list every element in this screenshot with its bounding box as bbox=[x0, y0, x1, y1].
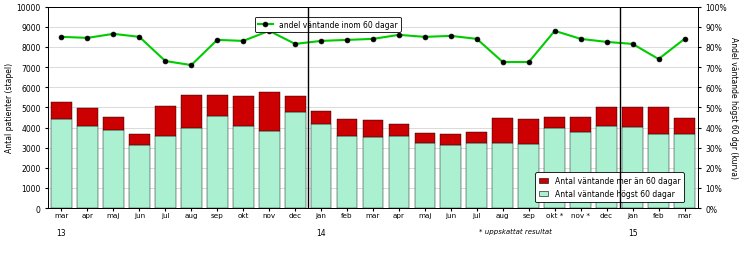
Bar bbox=[389, 136, 410, 208]
Bar bbox=[389, 125, 410, 136]
Bar bbox=[518, 144, 539, 208]
Y-axis label: Andel väntande högst 60 dgr (kurva): Andel väntande högst 60 dgr (kurva) bbox=[729, 37, 738, 179]
Bar bbox=[674, 119, 695, 134]
Bar bbox=[259, 131, 280, 208]
Bar bbox=[310, 125, 331, 208]
Bar bbox=[466, 143, 487, 208]
Bar bbox=[310, 112, 331, 125]
Bar bbox=[233, 97, 254, 126]
Bar bbox=[207, 117, 228, 208]
Bar bbox=[77, 109, 98, 126]
Bar bbox=[545, 128, 565, 208]
Bar bbox=[233, 126, 254, 208]
Bar bbox=[545, 118, 565, 128]
Bar bbox=[103, 130, 124, 208]
Bar bbox=[259, 93, 280, 131]
Text: 15: 15 bbox=[628, 228, 637, 237]
Text: * uppskattat resultat: * uppskattat resultat bbox=[480, 228, 552, 234]
Bar bbox=[570, 118, 591, 132]
Bar bbox=[622, 108, 643, 127]
Text: 14: 14 bbox=[316, 228, 326, 237]
Bar bbox=[181, 128, 201, 208]
Bar bbox=[155, 136, 176, 208]
Bar bbox=[674, 134, 695, 208]
Bar bbox=[129, 134, 150, 145]
Bar bbox=[492, 143, 513, 208]
Bar bbox=[181, 96, 201, 128]
Bar bbox=[336, 120, 357, 136]
Bar bbox=[363, 121, 383, 137]
Bar bbox=[596, 126, 617, 208]
Bar bbox=[415, 133, 436, 143]
Bar bbox=[648, 134, 669, 208]
Bar bbox=[570, 132, 591, 208]
Bar bbox=[285, 113, 306, 208]
Bar bbox=[51, 120, 72, 208]
Bar bbox=[466, 132, 487, 143]
Bar bbox=[518, 120, 539, 144]
Bar bbox=[622, 127, 643, 208]
Bar bbox=[492, 119, 513, 143]
Y-axis label: Antal patienter (stapel): Antal patienter (stapel) bbox=[4, 63, 14, 153]
Bar bbox=[103, 118, 124, 130]
Bar bbox=[129, 145, 150, 208]
Text: 13: 13 bbox=[57, 228, 66, 237]
Bar bbox=[155, 107, 176, 136]
Bar bbox=[51, 103, 72, 120]
Bar bbox=[440, 145, 461, 208]
Bar bbox=[648, 108, 669, 134]
Bar bbox=[440, 134, 461, 145]
Bar bbox=[285, 97, 306, 113]
Bar bbox=[336, 136, 357, 208]
Bar bbox=[415, 143, 436, 208]
Bar bbox=[596, 108, 617, 126]
Legend: Antal väntande mer än 60 dagar, Antal väntande högst 60 dagar: Antal väntande mer än 60 dagar, Antal vä… bbox=[536, 172, 684, 202]
Bar bbox=[77, 126, 98, 208]
Bar bbox=[207, 96, 228, 117]
Bar bbox=[363, 137, 383, 208]
